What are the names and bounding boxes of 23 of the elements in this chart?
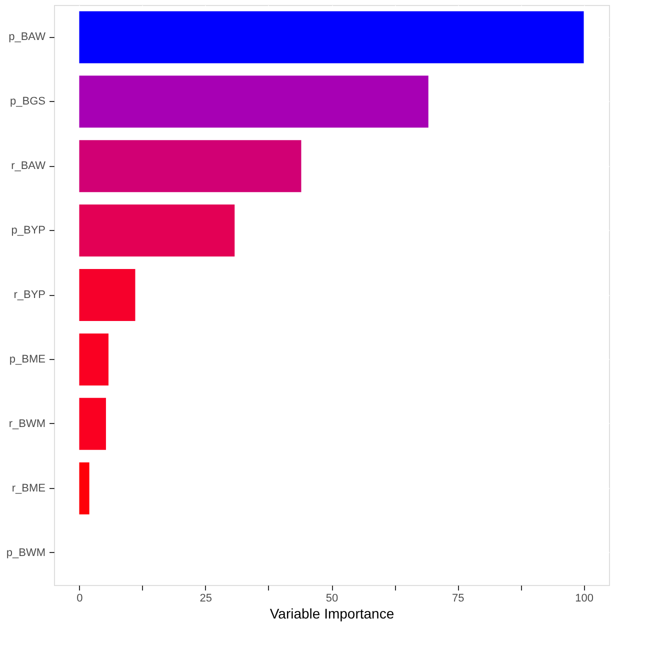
- y-tick-label: r_BAW: [11, 160, 46, 172]
- y-tick-label: p_BME: [9, 353, 46, 366]
- bar: [79, 398, 106, 450]
- y-tick-label: r_BWM: [8, 418, 46, 430]
- bar: [79, 140, 302, 192]
- bar: [79, 462, 90, 514]
- bar: [79, 333, 108, 386]
- bar: [79, 11, 584, 64]
- y-tick-label: r_BYP: [14, 289, 46, 301]
- bar: [79, 76, 428, 128]
- x-tick-label: 0: [76, 592, 83, 604]
- x-tick-label: 100: [575, 592, 594, 604]
- y-tick-label: p_BGS: [10, 96, 46, 108]
- y-tick-label: p_BAW: [8, 31, 46, 44]
- x-tick-label: 25: [200, 592, 212, 604]
- bar: [79, 269, 136, 321]
- x-tick-label: 75: [452, 592, 464, 604]
- x-axis-title: Variable Importance: [270, 606, 394, 622]
- x-tick-label: 50: [326, 592, 338, 604]
- y-tick-label: r_BME: [12, 482, 46, 494]
- bar: [79, 204, 235, 257]
- y-tick-label: p_BYP: [11, 224, 46, 237]
- y-tick-label: p_BWM: [6, 546, 46, 559]
